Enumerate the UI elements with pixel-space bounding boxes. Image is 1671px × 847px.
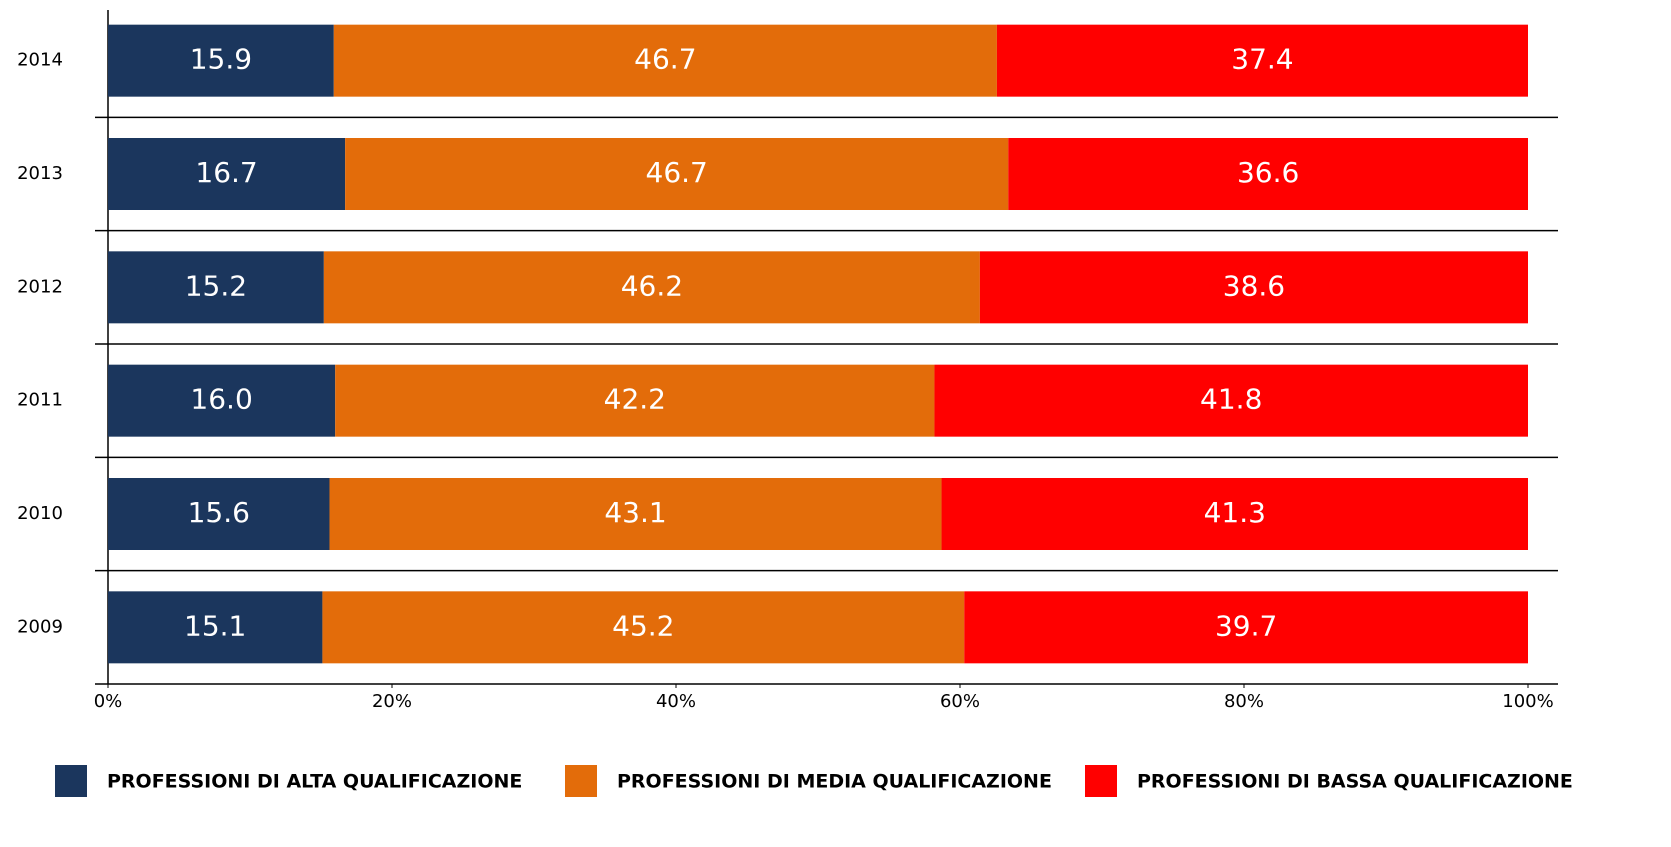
- value-label: 46.7: [646, 156, 708, 189]
- bar-segment: [345, 138, 1009, 210]
- bar-segment: [333, 24, 997, 97]
- value-label: 15.2: [185, 269, 247, 302]
- value-label: 45.2: [612, 609, 674, 642]
- y-tick-label: 2011: [17, 390, 63, 411]
- bar-segment: [108, 364, 336, 437]
- bar-segment: [108, 478, 330, 550]
- bar-segment: [108, 24, 334, 97]
- bar-segment: [108, 138, 346, 210]
- bar-segment: [322, 591, 965, 664]
- x-tick-label: 80%: [1224, 691, 1264, 712]
- x-tick-label: 0%: [94, 691, 123, 712]
- y-tick-label: 2013: [17, 163, 63, 184]
- bar-segment: [979, 251, 1528, 324]
- legend-label: PROFESSIONI DI BASSA QUALIFICAZIONE: [1137, 771, 1573, 793]
- value-label: 16.7: [195, 156, 257, 189]
- y-tick-label: 2010: [17, 503, 63, 524]
- value-label: 38.6: [1223, 269, 1285, 302]
- value-label: 43.1: [604, 496, 666, 529]
- legend-label: PROFESSIONI DI MEDIA QUALIFICAZIONE: [617, 771, 1052, 793]
- x-tick-label: 60%: [940, 691, 980, 712]
- bar-segment: [1008, 138, 1528, 210]
- value-label: 39.7: [1215, 609, 1277, 642]
- bar-segment: [941, 478, 1528, 550]
- x-tick-label: 20%: [372, 691, 412, 712]
- bar-segment: [996, 24, 1528, 97]
- legend-swatch: [1085, 765, 1117, 797]
- legend-swatch: [55, 765, 87, 797]
- y-tick-label: 2014: [17, 50, 63, 71]
- value-label: 37.4: [1231, 43, 1293, 76]
- value-label: 15.6: [188, 496, 250, 529]
- x-tick-label: 40%: [656, 691, 696, 712]
- bar-segment: [964, 591, 1528, 664]
- bar-segment: [108, 591, 323, 664]
- value-label: 46.2: [621, 269, 683, 302]
- value-label: 41.3: [1204, 496, 1266, 529]
- bar-segment: [335, 364, 935, 437]
- value-label: 15.9: [190, 43, 252, 76]
- legend-swatch: [565, 765, 597, 797]
- value-label: 36.6: [1237, 156, 1299, 189]
- bar-segment: [323, 251, 980, 324]
- y-tick-label: 2009: [17, 616, 63, 637]
- x-tick-label: 100%: [1502, 691, 1553, 712]
- value-label: 42.2: [604, 383, 666, 416]
- value-label: 16.0: [190, 383, 252, 416]
- bar-segment: [934, 364, 1528, 437]
- value-label: 46.7: [634, 43, 696, 76]
- value-label: 41.8: [1200, 383, 1262, 416]
- legend-label: PROFESSIONI DI ALTA QUALIFICAZIONE: [107, 771, 522, 793]
- bar-segment: [329, 478, 942, 550]
- y-tick-label: 2012: [17, 276, 63, 297]
- value-label: 15.1: [184, 609, 246, 642]
- bar-segment: [108, 251, 324, 324]
